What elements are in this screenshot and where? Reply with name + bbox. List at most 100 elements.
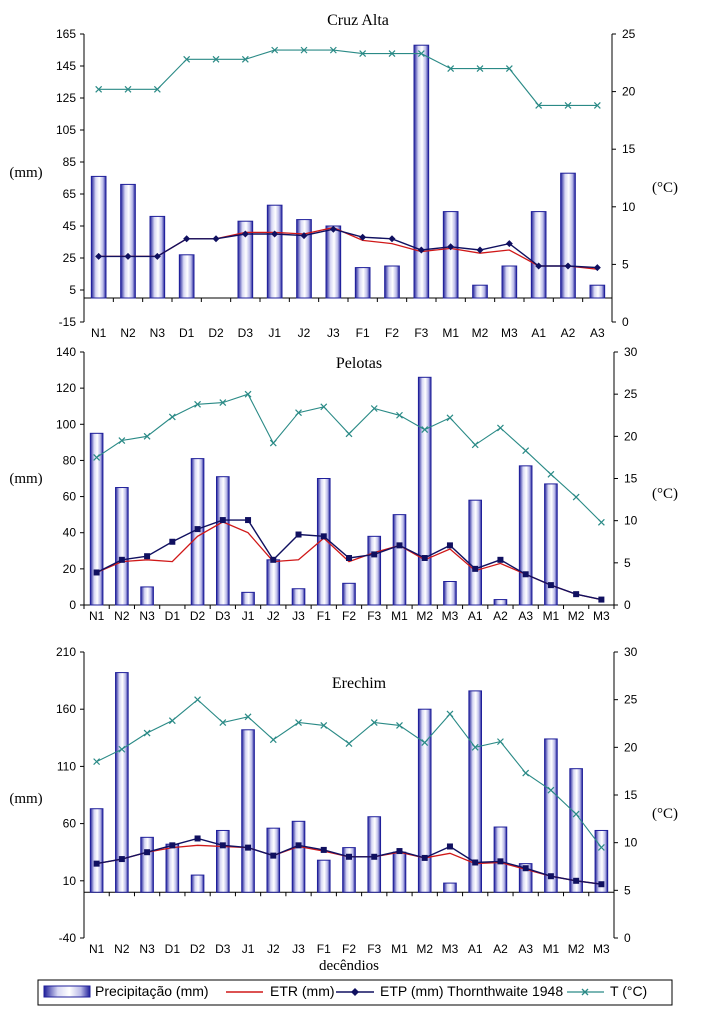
- x-tick-label: A3: [518, 942, 533, 956]
- legend-temp-marker: [581, 988, 589, 996]
- etp-point: [564, 262, 572, 270]
- etp-point: [547, 873, 554, 880]
- temp-point: [505, 65, 513, 72]
- precip-bar: [325, 225, 342, 299]
- x-tick-label: A3: [518, 609, 533, 623]
- x-tick-label: F2: [385, 326, 399, 340]
- etp-point: [95, 252, 103, 260]
- precip-bar: [392, 851, 407, 893]
- right-tick-label: 30: [624, 645, 638, 659]
- x-tick-label: A2: [493, 942, 508, 956]
- precip-bar: [241, 729, 255, 893]
- x-tick-label: M2: [568, 942, 585, 956]
- left-tick-label: 120: [56, 381, 76, 395]
- etp-point: [388, 235, 396, 243]
- precip-bar: [140, 586, 154, 606]
- x-tick-label: A1: [531, 326, 546, 340]
- temp-point: [547, 470, 555, 478]
- x-tick-label: M2: [472, 326, 489, 340]
- x-tick-label: D3: [215, 609, 231, 623]
- etp-point: [447, 243, 455, 251]
- precip-bar: [354, 267, 371, 299]
- right-tick-label: 20: [624, 429, 638, 443]
- legend-precip-label: Precipitação (mm): [95, 983, 209, 999]
- etp-point: [593, 264, 601, 272]
- temp-point: [446, 710, 454, 718]
- temp-point: [471, 743, 479, 751]
- etp-point: [124, 252, 132, 260]
- left-tick-label: 25: [63, 251, 77, 265]
- temp-point: [572, 810, 580, 818]
- etp-point: [270, 556, 277, 563]
- y2-axis-label: (°C): [652, 806, 678, 822]
- precip-bar: [266, 204, 283, 299]
- x-tick-label: J2: [298, 326, 311, 340]
- legend-temp-label: T (°C): [610, 983, 647, 999]
- x-tick-label: A2: [561, 326, 576, 340]
- precip-bar: [501, 265, 518, 299]
- left-tick-label: 145: [56, 59, 76, 73]
- right-tick-label: 5: [624, 883, 631, 897]
- etp-point: [320, 846, 327, 853]
- precip-bar: [569, 768, 583, 893]
- etp-point: [547, 582, 554, 589]
- right-tick-label: 0: [622, 315, 629, 329]
- right-tick-label: 10: [624, 514, 638, 528]
- etp-point: [522, 865, 529, 872]
- temp-point: [593, 101, 601, 109]
- etp-point: [472, 859, 479, 866]
- x-tick-label: N2: [114, 609, 130, 623]
- precip-bar: [291, 588, 306, 606]
- left-tick-label: 85: [63, 155, 77, 169]
- etp-point: [522, 571, 529, 578]
- temp-point: [396, 721, 403, 729]
- y-axis-label: (mm): [9, 791, 42, 807]
- precip-bar: [266, 559, 281, 606]
- etp-point: [118, 856, 125, 863]
- etp-point: [421, 555, 428, 562]
- x-tick-label: N1: [89, 942, 105, 956]
- precip-bar: [120, 183, 136, 299]
- precip-bar: [140, 836, 154, 893]
- etp-point: [371, 853, 378, 860]
- precip-bar: [296, 219, 312, 299]
- etp-point: [245, 844, 252, 851]
- precip-bar: [291, 820, 306, 893]
- precip-bar: [413, 44, 430, 299]
- x-tick-label: D2: [208, 326, 224, 340]
- left-tick-label: 60: [63, 817, 77, 831]
- precip-bar: [241, 591, 255, 606]
- left-tick-label: 165: [56, 27, 76, 41]
- x-tick-label: M3: [593, 942, 610, 956]
- right-tick-label: 0: [624, 931, 631, 945]
- precip-bar: [392, 514, 407, 606]
- x-tick-label: J2: [267, 609, 280, 623]
- right-tick-label: 10: [624, 836, 638, 850]
- temp-point: [168, 717, 176, 725]
- precip-bar: [530, 211, 547, 299]
- x-tick-label: J1: [242, 609, 255, 623]
- x-tick-label: D1: [165, 942, 181, 956]
- precip-bar: [384, 265, 400, 299]
- etp-point: [93, 860, 100, 867]
- temp-point: [219, 719, 227, 726]
- precip-bar: [417, 376, 432, 606]
- precip-bar: [316, 859, 331, 893]
- precip-bar: [342, 582, 356, 606]
- legend-precip-swatch: [43, 985, 91, 998]
- x-tick-label: N3: [150, 326, 166, 340]
- x-tick-label: M3: [501, 326, 518, 340]
- temp-point: [183, 55, 191, 63]
- temp-point: [522, 447, 530, 455]
- precip-bar: [342, 847, 356, 893]
- x-tick-label: M2: [416, 942, 433, 956]
- etp-point: [219, 842, 226, 849]
- etp-point: [144, 849, 151, 856]
- temp-point: [471, 441, 479, 449]
- temp-point: [396, 411, 403, 419]
- temp-point: [476, 65, 484, 72]
- y-axis-label: (mm): [9, 471, 42, 487]
- precip-bar: [544, 738, 558, 893]
- etp-point: [320, 533, 327, 540]
- precip-bar: [468, 690, 482, 893]
